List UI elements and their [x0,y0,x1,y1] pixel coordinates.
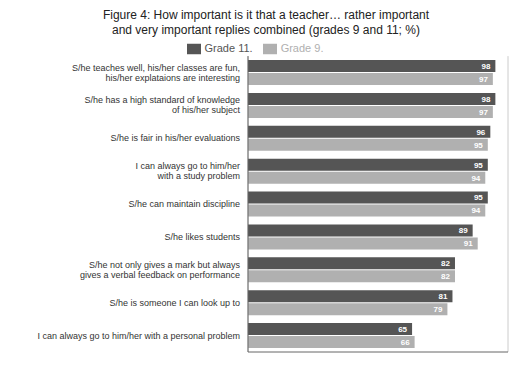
svg-text:94: 94 [471,206,480,215]
svg-text:79: 79 [434,305,443,314]
svg-text:98: 98 [481,62,490,71]
svg-text:95: 95 [474,141,483,150]
svg-text:97: 97 [479,75,488,84]
svg-text:S/he has a high standard of kn: S/he has a high standard of knowledgeof … [84,95,240,115]
svg-text:65: 65 [398,325,407,334]
html-text:Grade 11.: Grade 11. [204,42,253,54]
svg-text:I can always go to him/herwith: I can always go to him/herwith a study p… [135,161,240,181]
html-text:and very important replies com: and very important replies combined (gra… [112,23,420,37]
svg-text:S/he can maintain discipline: S/he can maintain discipline [128,199,240,209]
svg-text:I can always go to him/her wit: I can always go to him/her with a person… [37,331,240,341]
svg-text:94: 94 [471,174,480,183]
svg-text:S/he likes students: S/he likes students [164,232,240,242]
svg-text:96: 96 [476,128,485,137]
html-text:Figure 4: How important is it: Figure 4: How important is it that a tea… [102,8,430,22]
svg-text:89: 89 [459,226,468,235]
svg-text:S/he is someone I can look up: S/he is someone I can look up to [109,298,240,308]
html-text:Grade 9.: Grade 9. [280,42,324,54]
svg-text:S/he not only gives a mark but: S/he not only gives a mark but alwaysgiv… [80,260,241,280]
svg-text:S/he teaches well, his/her cla: S/he teaches well, his/her classes are f… [72,63,240,83]
svg-text:81: 81 [439,292,448,301]
svg-text:66: 66 [401,338,410,347]
svg-text:82: 82 [441,272,450,281]
svg-text:97: 97 [479,108,488,117]
svg-text:82: 82 [441,259,450,268]
svg-text:95: 95 [474,161,483,170]
svg-text:91: 91 [464,239,473,248]
svg-text:95: 95 [474,193,483,202]
svg-text:S/he is fair in his/her evalua: S/he is fair in his/her evaluations [110,133,240,143]
svg-text:98: 98 [481,95,490,104]
